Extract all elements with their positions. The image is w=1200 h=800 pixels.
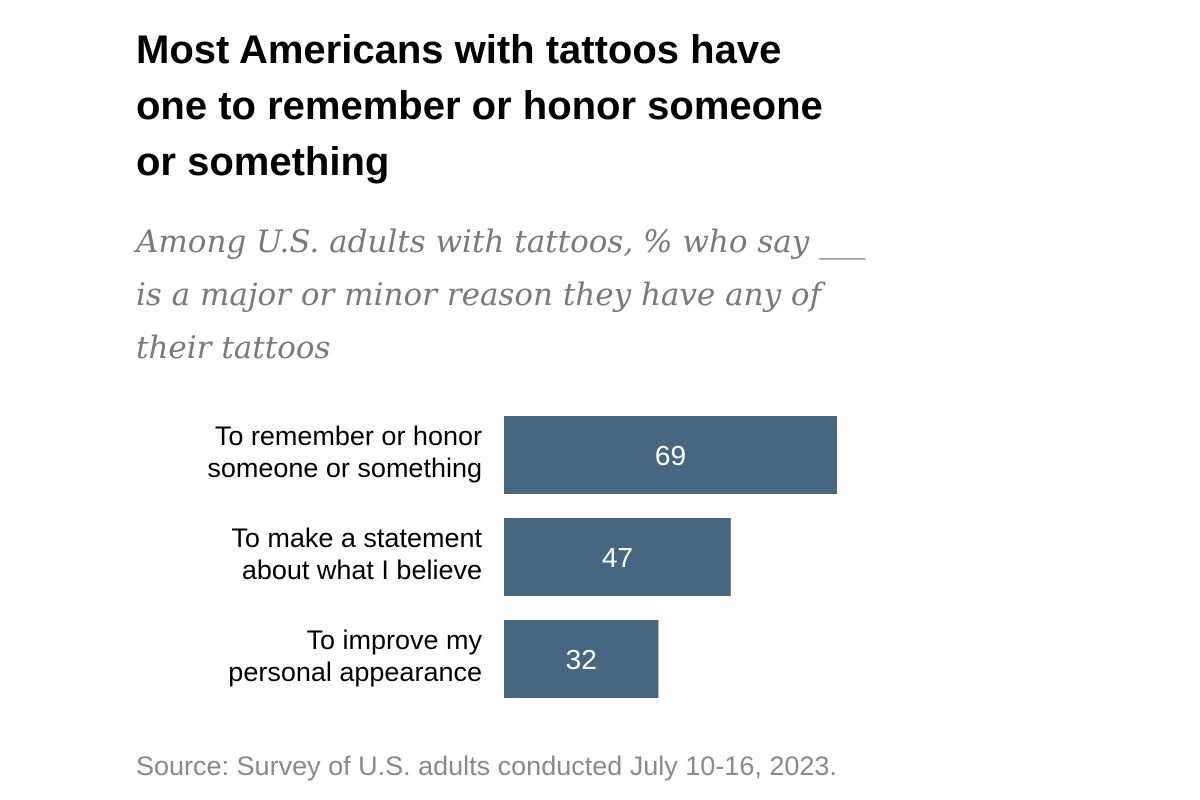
bar-chart: 69 To remember or honor someone or somethi… bbox=[207, 416, 837, 698]
bar-value-label-3: 32 bbox=[566, 644, 597, 675]
bar-3 bbox=[504, 620, 659, 698]
category-label-3: To improve my personal appearance bbox=[228, 625, 482, 687]
chart-subtitle: Among U.S. adults with tattoos, % who sa… bbox=[136, 224, 866, 366]
source-note: Source: Survey of U.S. adults conducted … bbox=[136, 751, 837, 781]
category-label-line: To make a statement bbox=[231, 523, 482, 553]
category-label-line: about what I believe bbox=[242, 555, 482, 585]
bar-value-label-1: 69 bbox=[655, 440, 686, 471]
category-label-line: To improve my bbox=[306, 625, 482, 655]
category-label-line: To remember or honor bbox=[215, 421, 482, 451]
category-label-2: To make a statement about what I believe bbox=[231, 523, 482, 585]
category-label-1: To remember or honor someone or something bbox=[207, 421, 482, 483]
category-label-line: someone or something bbox=[207, 453, 482, 483]
bar-value-label-2: 47 bbox=[602, 542, 633, 573]
bar-2 bbox=[504, 518, 731, 596]
bar-1 bbox=[504, 416, 837, 494]
category-label-line: personal appearance bbox=[228, 657, 482, 687]
chart-title: Most Americans with tattoos have one to … bbox=[136, 28, 823, 184]
